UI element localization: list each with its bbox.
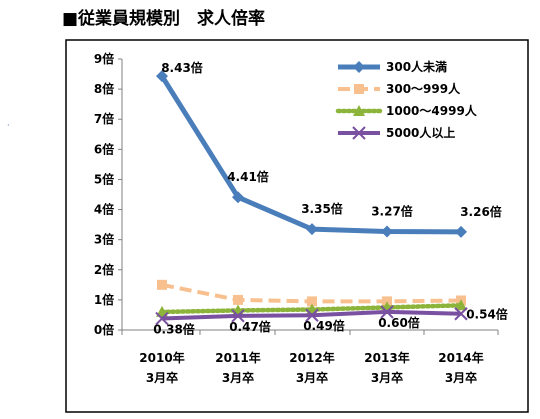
series-3-marker-stroke bbox=[155, 311, 169, 326]
series-1-marker bbox=[382, 296, 392, 307]
legend-marker-3 bbox=[352, 126, 366, 140]
series-3-marker bbox=[231, 309, 245, 323]
series-3-marker bbox=[380, 305, 394, 319]
series-3-marker-stroke bbox=[380, 305, 394, 319]
x-tick-label: 3月卒 bbox=[146, 370, 178, 385]
series-3-marker bbox=[155, 311, 169, 326]
y-tick-label: 5倍 bbox=[94, 171, 114, 186]
series-2-marker bbox=[455, 299, 467, 311]
data-label: 0.38倍 bbox=[153, 322, 195, 337]
x-tick-label: 3月卒 bbox=[296, 370, 328, 385]
data-label: 0.49倍 bbox=[303, 318, 345, 333]
data-label: 4.41倍 bbox=[227, 169, 269, 184]
y-tick-label: 9倍 bbox=[94, 51, 114, 66]
data-label: 3.26倍 bbox=[460, 204, 502, 219]
series-1-marker bbox=[307, 296, 317, 307]
legend-marker-3-stroke bbox=[352, 126, 366, 140]
y-tick-label: 0倍 bbox=[94, 322, 114, 337]
y-tick-label: 3倍 bbox=[94, 232, 114, 247]
data-label: 3.27倍 bbox=[371, 204, 413, 219]
data-label: 8.43倍 bbox=[161, 60, 203, 75]
x-tick-label: 2011年 bbox=[215, 350, 260, 365]
series-0-marker bbox=[381, 225, 393, 238]
series-3-marker-stroke bbox=[231, 309, 245, 323]
x-tick-label: 3月卒 bbox=[371, 370, 403, 385]
series-3-marker bbox=[305, 308, 319, 322]
series-1-marker bbox=[157, 279, 167, 290]
legend-marker-1 bbox=[354, 84, 364, 94]
x-tick-label: 2010年 bbox=[139, 350, 184, 365]
y-tick-label: 8倍 bbox=[94, 81, 114, 96]
legend-marker-2 bbox=[353, 105, 365, 116]
series-3-marker-stroke bbox=[454, 307, 468, 321]
legend: 300人未満 300～999人 1000～4999人 5000人以上 bbox=[332, 56, 517, 146]
y-tick-label: 7倍 bbox=[94, 111, 114, 126]
data-label: 0.60倍 bbox=[378, 315, 420, 330]
series-1-marker bbox=[233, 294, 243, 305]
legend-marker-0 bbox=[353, 61, 365, 73]
series-0-marker bbox=[156, 70, 168, 83]
legend-label-1: 300～999人 bbox=[386, 81, 461, 96]
legend-label-3: 5000人以上 bbox=[386, 125, 455, 140]
series-0-marker bbox=[232, 191, 244, 204]
series-0-marker bbox=[306, 223, 318, 236]
x-tick-label: 3月卒 bbox=[222, 370, 254, 385]
series-3-marker-stroke bbox=[305, 308, 319, 322]
data-label: 0.47倍 bbox=[229, 319, 271, 334]
series-3-marker bbox=[454, 307, 468, 321]
x-tick-label: 2013年 bbox=[364, 350, 409, 365]
chart-title: ■従業員規模別 求人倍率 bbox=[62, 9, 266, 29]
legend-label-0: 300人未満 bbox=[386, 59, 447, 74]
x-tick-label: 2014年 bbox=[438, 350, 483, 365]
y-tick-label: 2倍 bbox=[94, 262, 114, 277]
y-tick-label: 1倍 bbox=[94, 292, 114, 307]
legend-label-2: 1000～4999人 bbox=[386, 103, 478, 118]
series-0-marker bbox=[455, 225, 467, 238]
x-tick-label: 3月卒 bbox=[445, 370, 477, 385]
data-label: 0.54倍 bbox=[466, 307, 508, 322]
data-label: 3.35倍 bbox=[301, 201, 343, 216]
stray-dot: · bbox=[7, 121, 10, 130]
y-tick-label: 6倍 bbox=[94, 141, 114, 156]
x-tick-label: 2012年 bbox=[289, 350, 334, 365]
y-tick-label: 4倍 bbox=[94, 202, 114, 217]
